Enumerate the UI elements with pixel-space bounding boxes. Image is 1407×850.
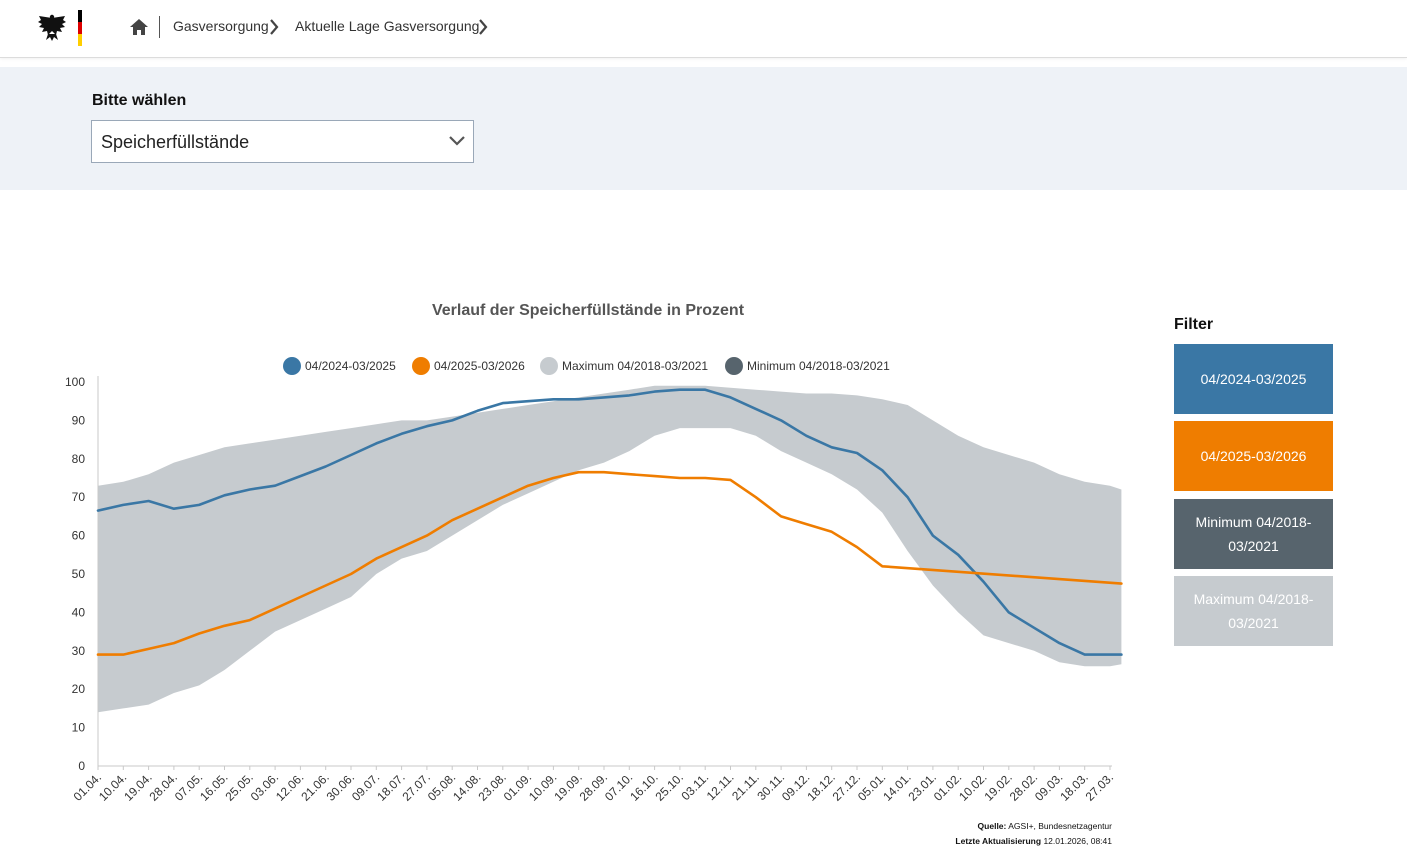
x-tick-label-23: 25.10. (653, 770, 686, 803)
x-tick-label-12: 18.07. (374, 770, 407, 803)
x-tick-label-26: 21.11. (729, 770, 762, 803)
update-value: 12.01.2026, 08:41 (1043, 836, 1112, 846)
filter-button-2024-2025[interactable]: 04/2024-03/2025 (1174, 344, 1333, 414)
x-tick-label-37: 28.02. (1007, 770, 1040, 803)
x-tick-label-11: 09.07. (349, 770, 382, 803)
y-tick-label-5: 50 (72, 567, 86, 581)
x-tick-label-25: 12.11. (704, 770, 737, 803)
y-tick-label-1: 10 (72, 721, 86, 735)
y-tick-label-7: 70 (72, 490, 86, 504)
x-tick-label-29: 18.12. (804, 770, 837, 803)
filter-button-minimum[interactable]: Minimum 04/2018-03/2021 (1174, 499, 1333, 569)
x-tick-label-15: 14.08. (450, 770, 483, 803)
chevron-right-icon (479, 19, 488, 35)
chevron-right-icon (270, 19, 279, 35)
breadcrumb-item-aktuelle-lage[interactable]: Aktuelle Lage Gasversorgung (295, 18, 480, 34)
y-tick-label-10: 100 (65, 375, 85, 389)
x-tick-label-22: 16.10. (627, 770, 660, 803)
x-tick-label-16: 23.08. (475, 770, 508, 803)
x-tick-label-24: 03.11. (678, 770, 711, 803)
x-tick-label-3: 28.04. (147, 770, 180, 803)
min-max-band (98, 385, 1122, 713)
chevron-down-icon (449, 136, 465, 146)
x-tick-label-18: 10.09. (526, 770, 559, 803)
x-tick-label-5: 16.05. (197, 770, 230, 803)
x-tick-label-0: 01.04. (71, 770, 104, 803)
filter-button-maximum[interactable]: Maximum 04/2018-03/2021 (1174, 576, 1333, 646)
x-tick-label-30: 27.12. (830, 770, 863, 803)
y-tick-label-3: 30 (72, 644, 86, 658)
x-tick-label-19: 19.09. (551, 770, 584, 803)
legend-marker-1 (412, 357, 430, 375)
x-tick-label-28: 09.12. (779, 770, 812, 803)
legend-label-2: Maximum 04/2018-03/2021 (562, 359, 708, 373)
legend-label-3: Minimum 04/2018-03/2021 (747, 359, 890, 373)
x-tick-label-13: 27.07. (400, 770, 433, 803)
chart-title: Verlauf der Speicherfüllstände in Prozen… (432, 302, 745, 319)
y-tick-label-4: 40 (72, 605, 86, 619)
y-tick-label-2: 20 (72, 682, 86, 696)
federal-eagle-logo[interactable] (36, 10, 86, 46)
x-tick-label-6: 25.05. (222, 770, 255, 803)
x-tick-label-7: 03.06. (248, 770, 281, 803)
update-label: Letzte Aktualisierung (955, 836, 1042, 846)
x-tick-label-20: 28.09. (577, 770, 610, 803)
site-header: Gasversorgung Aktuelle Lage Gasversorgun… (0, 0, 1407, 58)
x-tick-label-1: 10.04. (96, 770, 129, 803)
x-tick-label-32: 14.01. (880, 770, 913, 803)
select-label: Bitte wählen (92, 92, 187, 109)
select-value: Speicherfüllstände (101, 132, 250, 152)
legend-label-1: 04/2025-03/2026 (434, 359, 525, 373)
y-tick-label-8: 80 (72, 452, 86, 466)
legend-marker-3 (725, 357, 743, 375)
series-line-1 (96, 470, 1123, 656)
x-tick-label-40: 27.03. (1083, 770, 1116, 803)
breadcrumb-item-gasversorgung[interactable]: Gasversorgung (173, 18, 269, 34)
x-tick-label-34: 01.02. (931, 770, 964, 803)
y-tick-label-0: 0 (78, 759, 85, 773)
x-tick-label-2: 19.04. (121, 770, 154, 803)
filter-button-2025-2026[interactable]: 04/2025-03/2026 (1174, 421, 1333, 491)
x-tick-label-8: 12.06. (273, 770, 306, 803)
x-tick-label-36: 19.02. (981, 770, 1014, 803)
x-tick-label-17: 01.09. (501, 770, 534, 803)
breadcrumb-divider (159, 16, 160, 38)
legend-label-0: 04/2024-03/2025 (305, 359, 396, 373)
y-tick-label-6: 60 (72, 529, 86, 543)
x-tick-label-39: 18.03. (1057, 770, 1090, 803)
source-note: Quelle: AGSI+, Bundesnetzagentur Letzte … (955, 819, 1112, 849)
source-label: Quelle: (977, 821, 1007, 831)
dataset-select[interactable]: Speicherfüllstände (91, 120, 474, 163)
storage-level-chart: Verlauf der Speicherfüllstände in Prozen… (65, 302, 1123, 804)
source-value: AGSI+, Bundesnetzagentur (1008, 821, 1112, 831)
x-tick-label-31: 05.01. (855, 770, 888, 803)
x-tick-label-4: 07.05. (172, 770, 205, 803)
x-tick-label-14: 05.08. (425, 770, 458, 803)
home-icon[interactable] (129, 17, 149, 37)
x-tick-label-10: 30.06. (324, 770, 357, 803)
series-line-0 (96, 388, 1123, 656)
legend-marker-2 (540, 357, 558, 375)
x-tick-label-21: 07.10. (602, 770, 635, 803)
y-tick-label-9: 90 (72, 413, 86, 427)
filter-title: Filter (1174, 316, 1214, 333)
x-tick-label-9: 21.06. (298, 770, 331, 803)
x-tick-label-33: 23.01. (906, 770, 939, 803)
legend-marker-0 (283, 357, 301, 375)
x-tick-label-35: 10.02. (956, 770, 989, 803)
x-tick-label-38: 09.03. (1032, 770, 1065, 803)
